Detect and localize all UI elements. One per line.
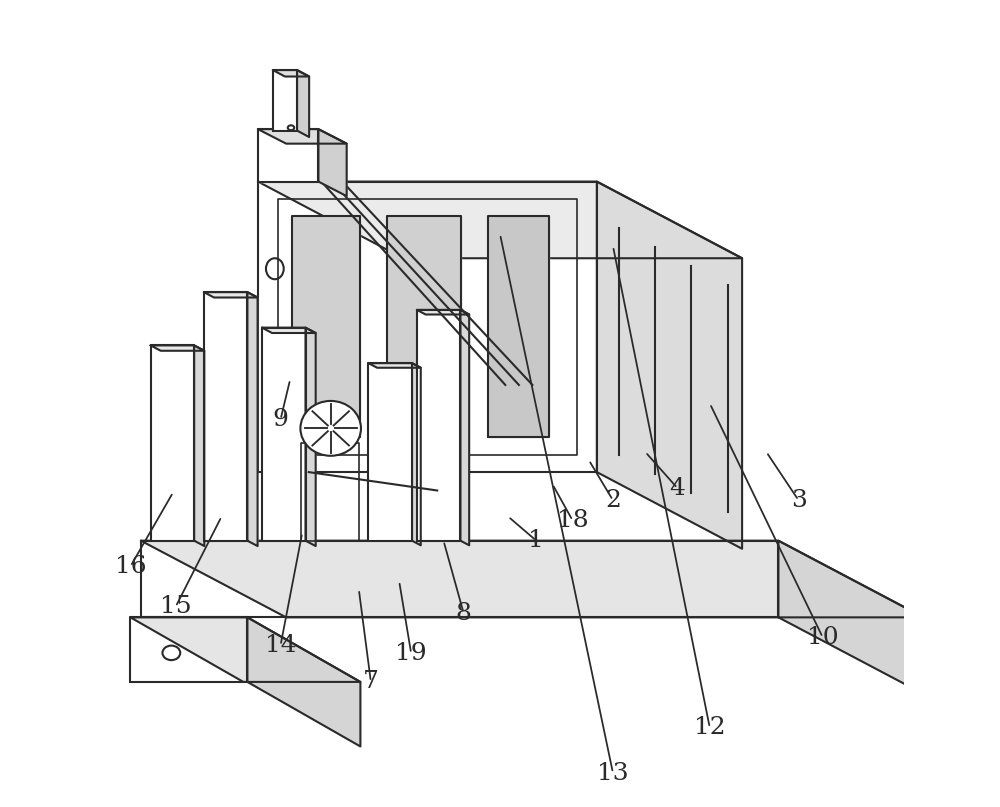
Polygon shape	[460, 310, 469, 546]
Polygon shape	[297, 70, 309, 137]
Polygon shape	[258, 182, 597, 472]
Polygon shape	[778, 541, 924, 694]
Polygon shape	[292, 216, 360, 437]
Text: 19: 19	[395, 642, 427, 665]
Polygon shape	[262, 328, 316, 333]
Polygon shape	[368, 363, 421, 368]
Polygon shape	[204, 292, 247, 541]
Polygon shape	[387, 216, 461, 437]
Text: 18: 18	[557, 509, 588, 532]
Polygon shape	[247, 617, 360, 746]
Polygon shape	[262, 328, 306, 541]
Ellipse shape	[300, 401, 361, 456]
Polygon shape	[597, 182, 742, 549]
Text: 16: 16	[115, 555, 146, 578]
Polygon shape	[194, 345, 204, 546]
Text: 3: 3	[791, 489, 807, 512]
Text: 9: 9	[273, 408, 288, 431]
Text: 15: 15	[160, 596, 191, 618]
Polygon shape	[130, 617, 360, 682]
Text: 10: 10	[807, 626, 839, 649]
Polygon shape	[141, 541, 924, 617]
Polygon shape	[417, 310, 469, 315]
Polygon shape	[368, 363, 412, 541]
Polygon shape	[151, 345, 204, 351]
Text: 7: 7	[363, 671, 379, 693]
Text: 14: 14	[265, 634, 296, 657]
Text: 13: 13	[597, 762, 629, 784]
Polygon shape	[204, 292, 258, 298]
Polygon shape	[258, 129, 347, 144]
Polygon shape	[247, 292, 258, 546]
Polygon shape	[141, 541, 778, 617]
Polygon shape	[130, 617, 247, 682]
Text: 1: 1	[528, 529, 544, 552]
Polygon shape	[151, 345, 194, 541]
Polygon shape	[306, 328, 316, 546]
Text: 12: 12	[694, 717, 726, 739]
Polygon shape	[318, 129, 347, 196]
Polygon shape	[412, 363, 421, 546]
Text: 2: 2	[605, 489, 621, 512]
Polygon shape	[258, 129, 318, 182]
Polygon shape	[488, 216, 549, 437]
Polygon shape	[273, 70, 297, 131]
Text: 8: 8	[456, 602, 472, 625]
Polygon shape	[258, 182, 742, 258]
Polygon shape	[417, 310, 460, 541]
Text: 4: 4	[670, 477, 685, 500]
Polygon shape	[273, 70, 309, 77]
